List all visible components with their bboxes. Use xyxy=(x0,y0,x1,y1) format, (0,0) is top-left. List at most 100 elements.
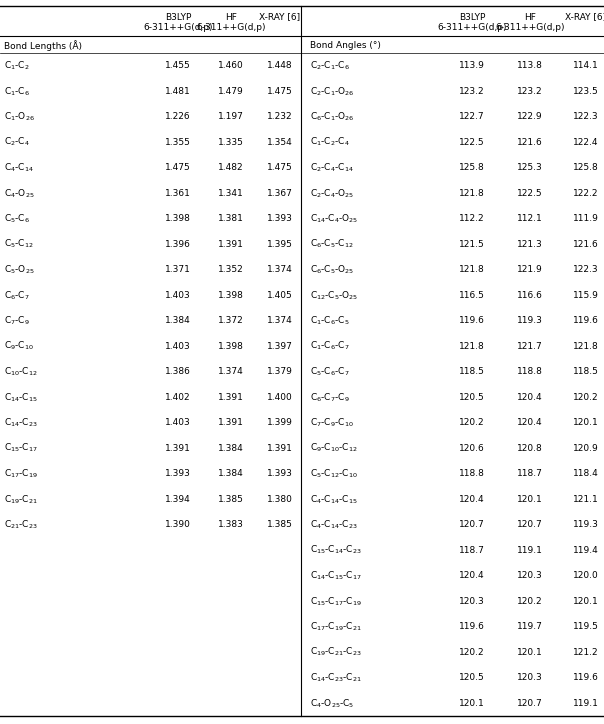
Text: 6-311++G(d,p): 6-311++G(d,p) xyxy=(495,22,565,32)
Text: C$_{19}$-C$_{21}$-C$_{23}$: C$_{19}$-C$_{21}$-C$_{23}$ xyxy=(310,646,362,659)
Text: 1.391: 1.391 xyxy=(218,392,244,402)
Text: 1.335: 1.335 xyxy=(218,138,244,147)
Text: 116.6: 116.6 xyxy=(517,291,543,300)
Text: 123.5: 123.5 xyxy=(573,87,599,96)
Text: 120.7: 120.7 xyxy=(517,699,543,708)
Text: 1.475: 1.475 xyxy=(267,163,293,172)
Text: 120.3: 120.3 xyxy=(517,571,543,580)
Text: 123.2: 123.2 xyxy=(459,87,485,96)
Text: Bond Angles (°): Bond Angles (°) xyxy=(310,41,381,51)
Text: 118.8: 118.8 xyxy=(517,367,543,376)
Text: 1.403: 1.403 xyxy=(165,418,191,427)
Text: 1.374: 1.374 xyxy=(267,316,293,325)
Text: 1.403: 1.403 xyxy=(165,291,191,300)
Text: C$_4$-C$_{14}$-C$_{23}$: C$_4$-C$_{14}$-C$_{23}$ xyxy=(310,518,358,531)
Text: 119.5: 119.5 xyxy=(573,622,599,631)
Text: 1.379: 1.379 xyxy=(267,367,293,376)
Text: C$_{10}$-C$_{12}$: C$_{10}$-C$_{12}$ xyxy=(4,366,37,378)
Text: C$_4$-O$_{25}$-C$_5$: C$_4$-O$_{25}$-C$_5$ xyxy=(310,697,355,710)
Text: 1.384: 1.384 xyxy=(165,316,191,325)
Text: 1.393: 1.393 xyxy=(267,214,293,223)
Text: 1.374: 1.374 xyxy=(267,265,293,274)
Text: 1.385: 1.385 xyxy=(218,494,244,504)
Text: 1.352: 1.352 xyxy=(218,265,244,274)
Text: 1.391: 1.391 xyxy=(267,444,293,452)
Text: 119.1: 119.1 xyxy=(573,699,599,708)
Text: 6-311++G(d,p): 6-311++G(d,p) xyxy=(196,22,266,32)
Text: 119.3: 119.3 xyxy=(573,521,599,529)
Text: C$_9$-C$_{10}$-C$_{12}$: C$_9$-C$_{10}$-C$_{12}$ xyxy=(310,442,358,455)
Text: C$_5$-C$_6$: C$_5$-C$_6$ xyxy=(4,213,30,225)
Text: C$_{14}$-C$_{23}$-C$_{21}$: C$_{14}$-C$_{23}$-C$_{21}$ xyxy=(310,671,362,684)
Text: 1.448: 1.448 xyxy=(267,62,293,70)
Text: C$_2$-C$_4$: C$_2$-C$_4$ xyxy=(4,136,30,148)
Text: 118.8: 118.8 xyxy=(459,469,485,479)
Text: 120.0: 120.0 xyxy=(573,571,599,580)
Text: 123.2: 123.2 xyxy=(517,87,543,96)
Text: 1.380: 1.380 xyxy=(267,494,293,504)
Text: 120.1: 120.1 xyxy=(573,597,599,606)
Text: C$_{21}$-C$_{23}$: C$_{21}$-C$_{23}$ xyxy=(4,518,38,531)
Text: 120.1: 120.1 xyxy=(517,494,543,504)
Text: 122.9: 122.9 xyxy=(517,112,543,121)
Text: C$_{14}$-C$_{15}$-C$_{17}$: C$_{14}$-C$_{15}$-C$_{17}$ xyxy=(310,570,362,582)
Text: C$_5$-C$_{12}$-C$_{10}$: C$_5$-C$_{12}$-C$_{10}$ xyxy=(310,468,358,480)
Text: 1.405: 1.405 xyxy=(267,291,293,300)
Text: 119.6: 119.6 xyxy=(573,316,599,325)
Text: 1.395: 1.395 xyxy=(267,240,293,249)
Text: 1.371: 1.371 xyxy=(165,265,191,274)
Text: 1.398: 1.398 xyxy=(218,342,244,350)
Text: C$_2$-C$_1$-C$_6$: C$_2$-C$_1$-C$_6$ xyxy=(310,59,350,72)
Text: 119.4: 119.4 xyxy=(573,546,599,555)
Text: 120.4: 120.4 xyxy=(517,392,543,402)
Text: 120.6: 120.6 xyxy=(459,444,485,452)
Text: 120.2: 120.2 xyxy=(573,392,599,402)
Text: 122.5: 122.5 xyxy=(459,138,485,147)
Text: 1.475: 1.475 xyxy=(165,163,191,172)
Text: 116.5: 116.5 xyxy=(459,291,485,300)
Text: C$_2$-C$_4$-O$_{25}$: C$_2$-C$_4$-O$_{25}$ xyxy=(310,187,355,200)
Text: C$_6$-C$_5$-C$_{12}$: C$_6$-C$_5$-C$_{12}$ xyxy=(310,238,353,251)
Text: 1.391: 1.391 xyxy=(218,418,244,427)
Text: C$_1$-C$_6$: C$_1$-C$_6$ xyxy=(4,85,30,98)
Text: 1.384: 1.384 xyxy=(218,444,244,452)
Text: 120.2: 120.2 xyxy=(459,418,485,427)
Text: 121.8: 121.8 xyxy=(459,189,485,198)
Text: 120.4: 120.4 xyxy=(517,418,543,427)
Text: 115.9: 115.9 xyxy=(573,291,599,300)
Text: B3LYP: B3LYP xyxy=(165,12,191,22)
Text: 1.455: 1.455 xyxy=(165,62,191,70)
Text: 1.384: 1.384 xyxy=(218,469,244,479)
Text: 118.5: 118.5 xyxy=(459,367,485,376)
Text: HF: HF xyxy=(225,12,237,22)
Text: 1.475: 1.475 xyxy=(267,87,293,96)
Text: 114.1: 114.1 xyxy=(573,62,599,70)
Text: 119.6: 119.6 xyxy=(459,316,485,325)
Text: 119.7: 119.7 xyxy=(517,622,543,631)
Text: 120.4: 120.4 xyxy=(459,571,485,580)
Text: 121.2: 121.2 xyxy=(573,648,599,657)
Text: C$_6$-C$_5$-O$_{25}$: C$_6$-C$_5$-O$_{25}$ xyxy=(310,264,355,276)
Text: 122.4: 122.4 xyxy=(573,138,599,147)
Text: C$_7$-C$_9$: C$_7$-C$_9$ xyxy=(4,314,30,327)
Text: 121.8: 121.8 xyxy=(459,342,485,350)
Text: 1.393: 1.393 xyxy=(267,469,293,479)
Text: 1.383: 1.383 xyxy=(218,521,244,529)
Text: C$_6$-C$_1$-O$_{26}$: C$_6$-C$_1$-O$_{26}$ xyxy=(310,111,355,123)
Text: C$_1$-C$_2$-C$_4$: C$_1$-C$_2$-C$_4$ xyxy=(310,136,350,148)
Text: C$_2$-C$_1$-O$_{26}$: C$_2$-C$_1$-O$_{26}$ xyxy=(310,85,355,98)
Text: 1.481: 1.481 xyxy=(165,87,191,96)
Text: 1.361: 1.361 xyxy=(165,189,191,198)
Text: 120.9: 120.9 xyxy=(573,444,599,452)
Text: 125.8: 125.8 xyxy=(459,163,485,172)
Text: 121.8: 121.8 xyxy=(459,265,485,274)
Text: 1.354: 1.354 xyxy=(267,138,293,147)
Text: C$_4$-C$_{14}$: C$_4$-C$_{14}$ xyxy=(4,161,34,174)
Text: 112.1: 112.1 xyxy=(517,214,543,223)
Text: 1.482: 1.482 xyxy=(218,163,244,172)
Text: 118.7: 118.7 xyxy=(459,546,485,555)
Text: 111.9: 111.9 xyxy=(573,214,599,223)
Text: C$_5$-O$_{25}$: C$_5$-O$_{25}$ xyxy=(4,264,34,276)
Text: 1.403: 1.403 xyxy=(165,342,191,350)
Text: C$_5$-C$_{12}$: C$_5$-C$_{12}$ xyxy=(4,238,34,251)
